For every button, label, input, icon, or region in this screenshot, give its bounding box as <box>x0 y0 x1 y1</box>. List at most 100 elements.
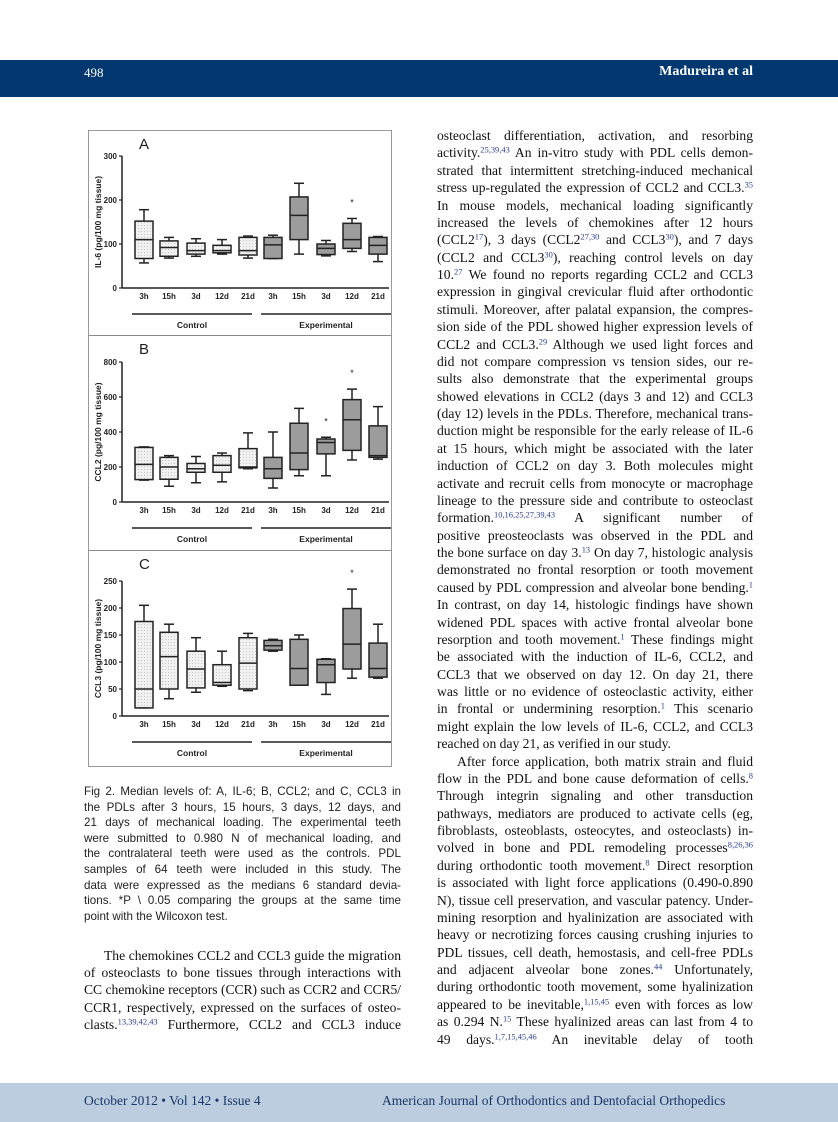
text-line: (CCL2 and CCL330), reaching control leve… <box>437 249 753 266</box>
citation-superscript: 1,7,15,45,46 <box>494 1030 537 1041</box>
text-line: CCL3 that we observed on day 12. On day … <box>437 666 753 683</box>
text-run: positive preosteoclasts was observed in … <box>437 527 753 543</box>
x-tick-label: 15h <box>162 292 176 301</box>
text-run: osteoclast differentiation, activation, … <box>437 128 753 143</box>
x-tick-label: 3d <box>321 720 330 729</box>
text-run: were submitted to 0.980 N of mechanical … <box>84 831 401 845</box>
panel-divider <box>89 550 391 551</box>
text-run: demonstrated no frontal resorption or to… <box>437 562 753 578</box>
group-label: Control <box>177 320 207 330</box>
text-line: 21 days of mechanical loading. The exper… <box>84 815 401 831</box>
citation-superscript: 1 <box>748 579 753 590</box>
text-run: activate and recruit cells from monocyte… <box>437 475 753 491</box>
citation-superscript: 27,30 <box>580 231 600 242</box>
page-number: 498 <box>84 65 104 80</box>
box-experimental-3h <box>263 456 283 480</box>
text-line: fibroblasts, osteoblasts, osteocytes, an… <box>437 822 753 839</box>
x-tick-label: 12d <box>345 292 359 301</box>
text-line: N), tissue cell preservation, and vascul… <box>437 892 753 909</box>
box-experimental-3d <box>316 658 336 684</box>
x-tick-label: 3d <box>321 292 330 301</box>
figure-2: A IL-6 (pg/100 mg tissue) 0 100 200 300 3h 15h 3… <box>88 130 392 767</box>
text-run: 49 days. <box>437 1031 495 1047</box>
x-tick-label: 3h <box>268 720 277 729</box>
box-control-3d <box>186 462 206 473</box>
x-tick-label: 3h <box>139 292 148 301</box>
y-tick-label: 400 <box>104 428 118 437</box>
panel-letter: A <box>139 136 149 153</box>
citation-superscript: 13 <box>581 544 591 555</box>
text-run: data were expressed as the medians 6 sta… <box>84 878 401 892</box>
x-tick-label: 15h <box>162 506 176 515</box>
text-line: be associated with the induction of IL-6… <box>437 648 753 665</box>
text-line: the bone surface on day 3.13 On day 7, h… <box>437 544 753 561</box>
text-run: showed elevations in CCL2 (days 3 and 12… <box>437 388 753 404</box>
text-line: 10.27 We found no reports regarding CCL2… <box>437 266 753 283</box>
text-line: activity.25,39,43 An in-vitro study with… <box>437 144 753 161</box>
text-run: duction might be responsible for the ear… <box>437 423 753 439</box>
text-run: lineage to the pressure side and contrib… <box>437 492 753 508</box>
citation-superscript: 29 <box>538 335 548 346</box>
text-line: widened PDL spaces with active frontal a… <box>437 614 753 631</box>
text-run: (day 12) levels in the PDLs. Therefore, … <box>437 406 753 421</box>
text-run: was little or no evidence of osteoclasti… <box>437 684 753 699</box>
x-tick-label: 21d <box>371 292 385 301</box>
text-run: expression in gingival crevicular fluid … <box>437 284 753 300</box>
text-run: This scenario <box>664 701 753 717</box>
text-line: reached on day 21, as verified in our st… <box>437 735 753 752</box>
citation-superscript: 1 <box>660 700 665 711</box>
text-run: 10. <box>437 267 454 282</box>
text-run: Unfortunately, <box>662 962 753 977</box>
group-label: Control <box>177 748 207 758</box>
x-tick-label: 3d <box>191 292 200 301</box>
citation-superscript: 8 <box>645 857 650 868</box>
citation-superscript: 1 <box>620 631 625 642</box>
box-experimental-12d <box>342 607 362 670</box>
text-line: CCR1, respectively, expressed on the sur… <box>84 999 401 1016</box>
text-line: might explain the low levels of IL-6, CC… <box>437 718 753 735</box>
box-experimental-3h <box>263 236 283 260</box>
x-tick-label: 12d <box>215 720 229 729</box>
y-tick-label: 0 <box>113 498 118 507</box>
y-tick-label: 0 <box>113 712 118 721</box>
text-line: point with the Wilcoxon test. <box>84 909 401 925</box>
text-run: After force application, both matrix str… <box>457 753 753 769</box>
citation-superscript: 44 <box>653 961 663 972</box>
x-tick-label: 3d <box>191 506 200 515</box>
text-line: is associated with light force applicati… <box>437 874 753 891</box>
text-run: flow in the PDL and bone cause deformati… <box>437 770 749 786</box>
citation-superscript: 35 <box>744 179 753 190</box>
text-line: pathways, mediators are produced to acti… <box>437 805 753 822</box>
citation-superscript: 15 <box>502 1013 512 1024</box>
text-line: expression in gingival crevicular fluid … <box>437 283 753 300</box>
citation-superscript: 8,26,36 <box>727 839 753 850</box>
citation-superscript: 30 <box>544 249 553 259</box>
citation-superscript: 1,15,45 <box>583 996 610 1007</box>
x-tick-label: 21d <box>371 506 385 515</box>
text-line: flow in the PDL and bone cause deformati… <box>437 770 753 787</box>
text-run: (CCL2 <box>437 232 475 248</box>
text-line: resorption and tooth movement.1 These fi… <box>437 631 753 648</box>
running-header: 498 Madureira et al <box>0 60 838 97</box>
text-line: duction might be responsible for the ear… <box>437 422 753 439</box>
x-tick-label: 15h <box>292 720 306 729</box>
text-run: widened PDL spaces with active frontal a… <box>437 614 753 630</box>
y-axis-label: IL-6 (pg/100 mg tissue) <box>93 176 103 268</box>
text-line: CC chemokine receptors (CCR) such as CCR… <box>84 981 401 998</box>
box-experimental-21d <box>368 642 388 678</box>
y-tick-label: 100 <box>104 658 118 667</box>
text-run: sion side of the PDL showed higher expre… <box>437 319 753 335</box>
text-line: data were expressed as the medians 6 sta… <box>84 878 401 894</box>
text-run: increased the levels of chemokines after… <box>437 214 753 230</box>
text-run: CC chemokine receptors (CCR) such as CCR… <box>84 982 401 998</box>
text-line: demonstrated no frontal resorption or to… <box>437 561 753 578</box>
text-line: during orthodontic tooth movement.8 Dire… <box>437 857 753 874</box>
text-run: PDL tissues, cell death, hemostasis, and… <box>437 944 753 960</box>
citation-superscript: 13,39,42,43 <box>117 1016 158 1027</box>
body-text-left: The chemokines CCL2 and CCL3 guide the m… <box>84 947 401 1033</box>
significance-marker: * <box>350 197 354 207</box>
text-run: 21 days of mechanical loading. The exper… <box>84 816 401 830</box>
text-run: formation. <box>437 510 495 526</box>
significance-marker: * <box>350 568 354 578</box>
text-run: point with the Wilcoxon test. <box>84 909 228 923</box>
